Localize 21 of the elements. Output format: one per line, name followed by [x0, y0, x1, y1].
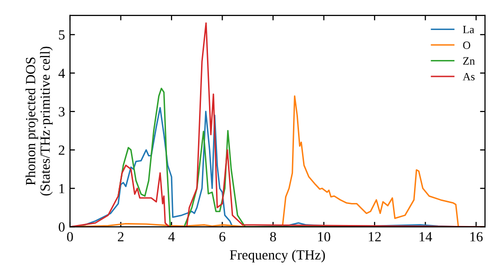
legend-label: La — [462, 26, 474, 34]
legend-label: Zn — [463, 57, 475, 65]
x-tick-label: 0 — [67, 232, 73, 242]
legend-label: As — [462, 72, 475, 80]
x-axis-title: Frequency (THz) — [230, 250, 325, 262]
x-tick-label: 4 — [168, 232, 175, 242]
y-tick-label: 2 — [58, 146, 64, 155]
x-tick-label: 2 — [118, 232, 124, 242]
y-tick-label: 0 — [58, 222, 65, 232]
x-tick-label: 12 — [368, 232, 381, 242]
y-axis-title: Phonon projected DOS (States/THz·primitive cell) — [26, 46, 53, 196]
y-tick-label: 5 — [59, 30, 65, 40]
y-tick-label: 3 — [58, 107, 65, 116]
x-tick-label: 16 — [470, 232, 483, 242]
x-tick-label: 10 — [318, 232, 330, 242]
legend-label: O — [463, 42, 470, 49]
y-tick-label: 1 — [59, 184, 64, 194]
x-tick-label: 8 — [270, 232, 276, 242]
x-tick-label: 14 — [420, 232, 432, 242]
y-tick-label: 4 — [58, 68, 65, 78]
x-tick-label: 6 — [219, 232, 226, 242]
